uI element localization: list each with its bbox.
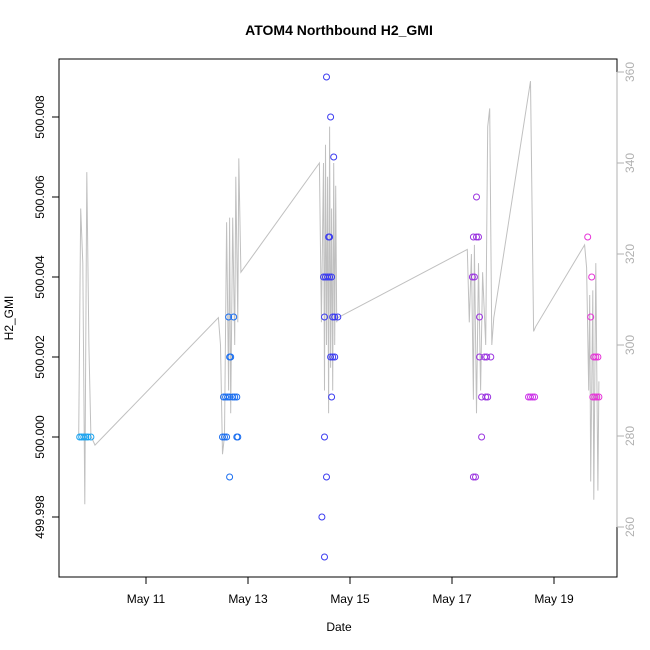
data-point xyxy=(482,393,490,401)
data-point xyxy=(590,353,598,361)
data-point xyxy=(230,313,238,321)
data-point xyxy=(87,433,95,441)
data-point xyxy=(233,393,241,401)
data-point xyxy=(472,473,479,481)
y-right-tick-label: 260 xyxy=(623,517,637,537)
data-point xyxy=(331,313,339,321)
data-point xyxy=(483,353,491,361)
data-point xyxy=(84,433,92,441)
y-right-tick-label: 360 xyxy=(623,62,637,82)
data-point xyxy=(326,273,334,281)
y-left-tick-label: 500.008 xyxy=(33,95,47,139)
data-point xyxy=(487,353,495,361)
data-point xyxy=(594,353,602,361)
line-path xyxy=(78,81,600,505)
data-point xyxy=(473,193,480,201)
data-point xyxy=(226,473,234,481)
data-point xyxy=(592,353,600,361)
y-axis-right: 260 280 300 320 340 360 xyxy=(616,62,637,537)
data-point xyxy=(476,353,483,361)
y-right-tick-label: 340 xyxy=(623,153,637,173)
y-left-tick-label: 500.006 xyxy=(33,175,47,219)
data-point xyxy=(591,393,599,401)
y-left-tick-label: 500.000 xyxy=(33,415,47,459)
data-point xyxy=(80,433,88,441)
data-point xyxy=(475,233,482,241)
data-point xyxy=(231,393,239,401)
data-point xyxy=(584,233,592,241)
y-right-tick-label: 300 xyxy=(623,335,637,355)
x-tick-label: May 17 xyxy=(432,592,472,606)
data-point xyxy=(234,433,242,441)
data-point xyxy=(82,433,90,441)
data-point xyxy=(470,273,478,281)
data-point xyxy=(593,393,601,401)
data-point xyxy=(219,433,226,441)
data-point xyxy=(226,393,234,401)
data-point xyxy=(529,393,537,401)
line-series xyxy=(78,81,600,505)
data-point xyxy=(587,313,595,321)
y-left-tick-label: 500.004 xyxy=(33,255,47,299)
x-tick-label: May 13 xyxy=(228,592,268,606)
data-point xyxy=(334,313,342,321)
y-left-tick-label: 500.002 xyxy=(33,335,47,379)
data-point xyxy=(531,393,539,401)
data-point xyxy=(321,313,328,321)
data-point xyxy=(527,393,534,401)
y-right-tick-label: 280 xyxy=(623,426,637,446)
x-tick-label: May 19 xyxy=(534,592,574,606)
data-point xyxy=(321,433,328,441)
data-point xyxy=(223,433,231,441)
data-point xyxy=(595,393,603,401)
x-tick-label: May 15 xyxy=(330,592,370,606)
data-point xyxy=(476,313,483,321)
y-left-tick-label: 499.998 xyxy=(33,495,47,539)
data-point xyxy=(469,473,477,481)
data-point xyxy=(473,233,480,241)
data-point xyxy=(327,113,335,121)
y-axis-left: 499.998 500.000 500.002 500.004 500.006 500.0… xyxy=(33,95,59,539)
data-point xyxy=(328,273,336,281)
data-point xyxy=(468,273,476,281)
data-point xyxy=(227,353,235,361)
data-point xyxy=(329,313,337,321)
data-point xyxy=(323,473,330,481)
data-point xyxy=(328,393,336,401)
x-axis-label: Date xyxy=(326,620,352,634)
data-point xyxy=(331,353,339,361)
data-point xyxy=(318,513,326,521)
data-point xyxy=(588,273,596,281)
chart-title: ATOM4 Northbound H2_GMI xyxy=(245,22,433,38)
data-point xyxy=(225,313,233,321)
data-point xyxy=(478,433,486,441)
x-tick-label: May 11 xyxy=(127,592,166,606)
data-point xyxy=(221,433,228,441)
data-point xyxy=(327,353,335,361)
data-point xyxy=(330,153,338,161)
data-point xyxy=(329,353,337,361)
y-axis-label: H2_GMI xyxy=(2,296,16,341)
data-point xyxy=(324,273,332,281)
x-axis: May 11 May 13 May 15 May 17 May 19 xyxy=(127,577,574,606)
data-point xyxy=(326,233,334,241)
y-right-tick-label: 320 xyxy=(623,244,637,264)
data-point xyxy=(321,553,328,561)
scatter-series xyxy=(76,73,603,561)
data-point xyxy=(229,393,237,401)
data-point xyxy=(469,233,477,241)
data-point xyxy=(484,393,492,401)
data-point xyxy=(224,393,232,401)
data-point xyxy=(222,393,230,401)
data-point xyxy=(323,73,330,81)
